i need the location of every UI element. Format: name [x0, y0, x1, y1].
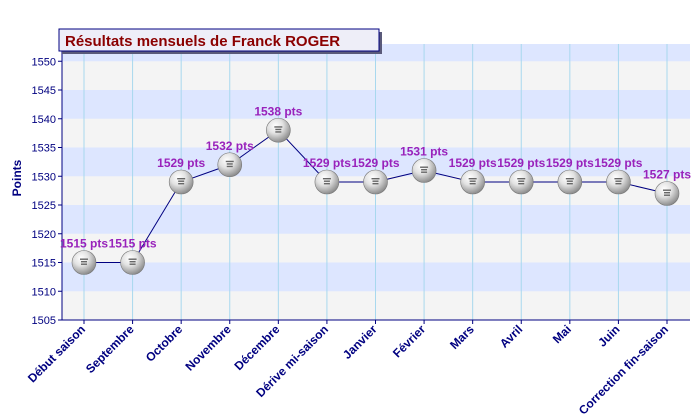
data-point: [168, 169, 194, 195]
data-label: 1529 pts: [449, 156, 497, 170]
y-tick-label: 1505: [32, 315, 56, 327]
data-point: [120, 250, 145, 275]
y-axis-ticks: 1505 1510 1515 1520 1525 1530 1535 1540 1545 1550: [32, 56, 62, 327]
x-tick-label: Début saison: [25, 322, 88, 385]
data-point: [557, 169, 583, 195]
y-axis-label: Points: [10, 159, 24, 196]
data-label: 1538 pts: [254, 104, 302, 118]
y-tick-label: 1535: [32, 143, 56, 155]
y-tick-label: 1510: [32, 286, 56, 298]
y-tick-label: 1530: [32, 171, 56, 183]
data-label: 1529 pts: [497, 156, 545, 170]
data-label: 1531 pts: [400, 145, 448, 159]
data-point: [411, 158, 437, 183]
data-point: [508, 169, 534, 195]
x-tick-label: Juin: [595, 322, 622, 349]
x-tick-label: Mai: [550, 322, 574, 346]
y-tick-label: 1545: [32, 85, 56, 97]
data-label: 1532 pts: [206, 139, 254, 153]
x-tick-label: Septembre: [83, 322, 137, 376]
data-label: 1515 pts: [109, 237, 157, 251]
data-point: [606, 169, 631, 195]
x-tick-label: Janvier: [340, 322, 380, 362]
chart-title-box: Résultats mensuels de Franck ROGER: [58, 28, 382, 54]
data-label: 1529 pts: [594, 156, 642, 170]
data-label: 1529 pts: [351, 156, 399, 170]
data-point: [460, 169, 485, 195]
data-point: [654, 181, 680, 206]
data-point: [363, 169, 388, 195]
data-label: 1529 pts: [546, 156, 594, 170]
y-tick-label: 1515: [32, 258, 56, 270]
y-tick-label: 1550: [32, 56, 56, 68]
y-tick-label: 1540: [32, 114, 56, 126]
data-label: 1527 pts: [643, 168, 691, 182]
x-tick-label: Octobre: [143, 322, 186, 365]
x-tick-label: Correction fin-saison: [576, 322, 671, 417]
x-tick-label: Avril: [497, 322, 525, 350]
data-point: [217, 152, 243, 178]
data-point: [314, 169, 340, 195]
data-point: [266, 117, 291, 143]
x-tick-label: Mars: [447, 322, 477, 352]
x-tick-label: Décembre: [232, 322, 283, 373]
data-points: [71, 117, 680, 275]
data-label: 1515 pts: [60, 237, 108, 251]
y-tick-label: 1520: [32, 229, 56, 241]
y-tick-label: 1525: [32, 200, 56, 212]
data-label: 1529 pts: [303, 156, 351, 170]
data-label: 1529 pts: [157, 156, 205, 170]
data-point: [71, 250, 97, 275]
x-tick-label: Novembre: [182, 322, 234, 374]
chart-title: Résultats mensuels de Franck ROGER: [65, 33, 340, 50]
x-tick-label: Février: [390, 322, 428, 360]
